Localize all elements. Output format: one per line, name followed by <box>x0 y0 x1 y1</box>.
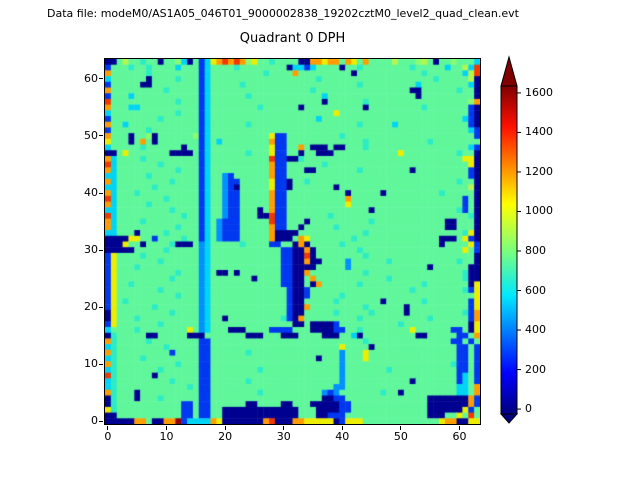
colorbar-lower-arrow <box>499 413 519 424</box>
y-tick-mark <box>99 420 103 422</box>
colorbar-tick-label: 1200 <box>525 164 553 178</box>
colorbar-tick-label: 600 <box>525 283 546 297</box>
x-tick-label: 0 <box>104 430 112 443</box>
y-tick-label: 20 <box>84 300 98 314</box>
colorbar-gradient <box>500 85 518 415</box>
x-tick-mark <box>341 426 343 430</box>
y-tick-label: 60 <box>84 71 98 85</box>
x-tick-mark <box>166 426 168 430</box>
y-tick-mark <box>99 135 103 137</box>
x-tick-mark <box>107 426 109 430</box>
y-tick-mark <box>99 192 103 194</box>
y-tick-label: 30 <box>84 243 98 257</box>
colorbar-ticks <box>517 92 521 410</box>
x-tick-label: 10 <box>159 430 174 443</box>
x-tick-mark <box>458 426 460 430</box>
chart-title: Quadrant 0 DPH <box>239 31 346 46</box>
x-tick-label: 40 <box>335 430 350 443</box>
x-tick-label: 50 <box>393 430 408 443</box>
colorbar <box>499 55 521 424</box>
colorbar-upper-arrow <box>500 55 518 87</box>
y-tick-label: 0 <box>91 414 98 428</box>
x-tick-label: 60 <box>452 430 467 443</box>
y-tick-mark <box>99 249 103 251</box>
y-tick-mark <box>99 306 103 308</box>
y-tick-label: 40 <box>84 186 98 200</box>
colorbar-tick-label: 400 <box>525 323 546 337</box>
y-tick-mark <box>99 363 103 365</box>
colorbar-tick-label: 0 <box>525 402 532 416</box>
colorbar-tick-label: 1000 <box>525 204 553 218</box>
x-tick-label: 20 <box>218 430 233 443</box>
y-tick-mark <box>99 78 103 80</box>
x-tick-mark <box>283 426 285 430</box>
y-tick-label: 50 <box>84 128 98 142</box>
heatmap-image <box>105 59 480 424</box>
y-tick-label: 10 <box>84 357 98 371</box>
colorbar-tick-label: 200 <box>525 362 546 376</box>
x-tick-mark <box>224 426 226 430</box>
x-tick-label: 30 <box>276 430 291 443</box>
x-tick-mark <box>400 426 402 430</box>
colorbar-tick-label: 1400 <box>525 125 553 139</box>
data-file-label: Data file: modeM0/AS1A05_046T01_90000028… <box>47 7 519 20</box>
colorbar-tick-label: 1600 <box>525 85 553 99</box>
colorbar-tick-label: 800 <box>525 243 546 257</box>
